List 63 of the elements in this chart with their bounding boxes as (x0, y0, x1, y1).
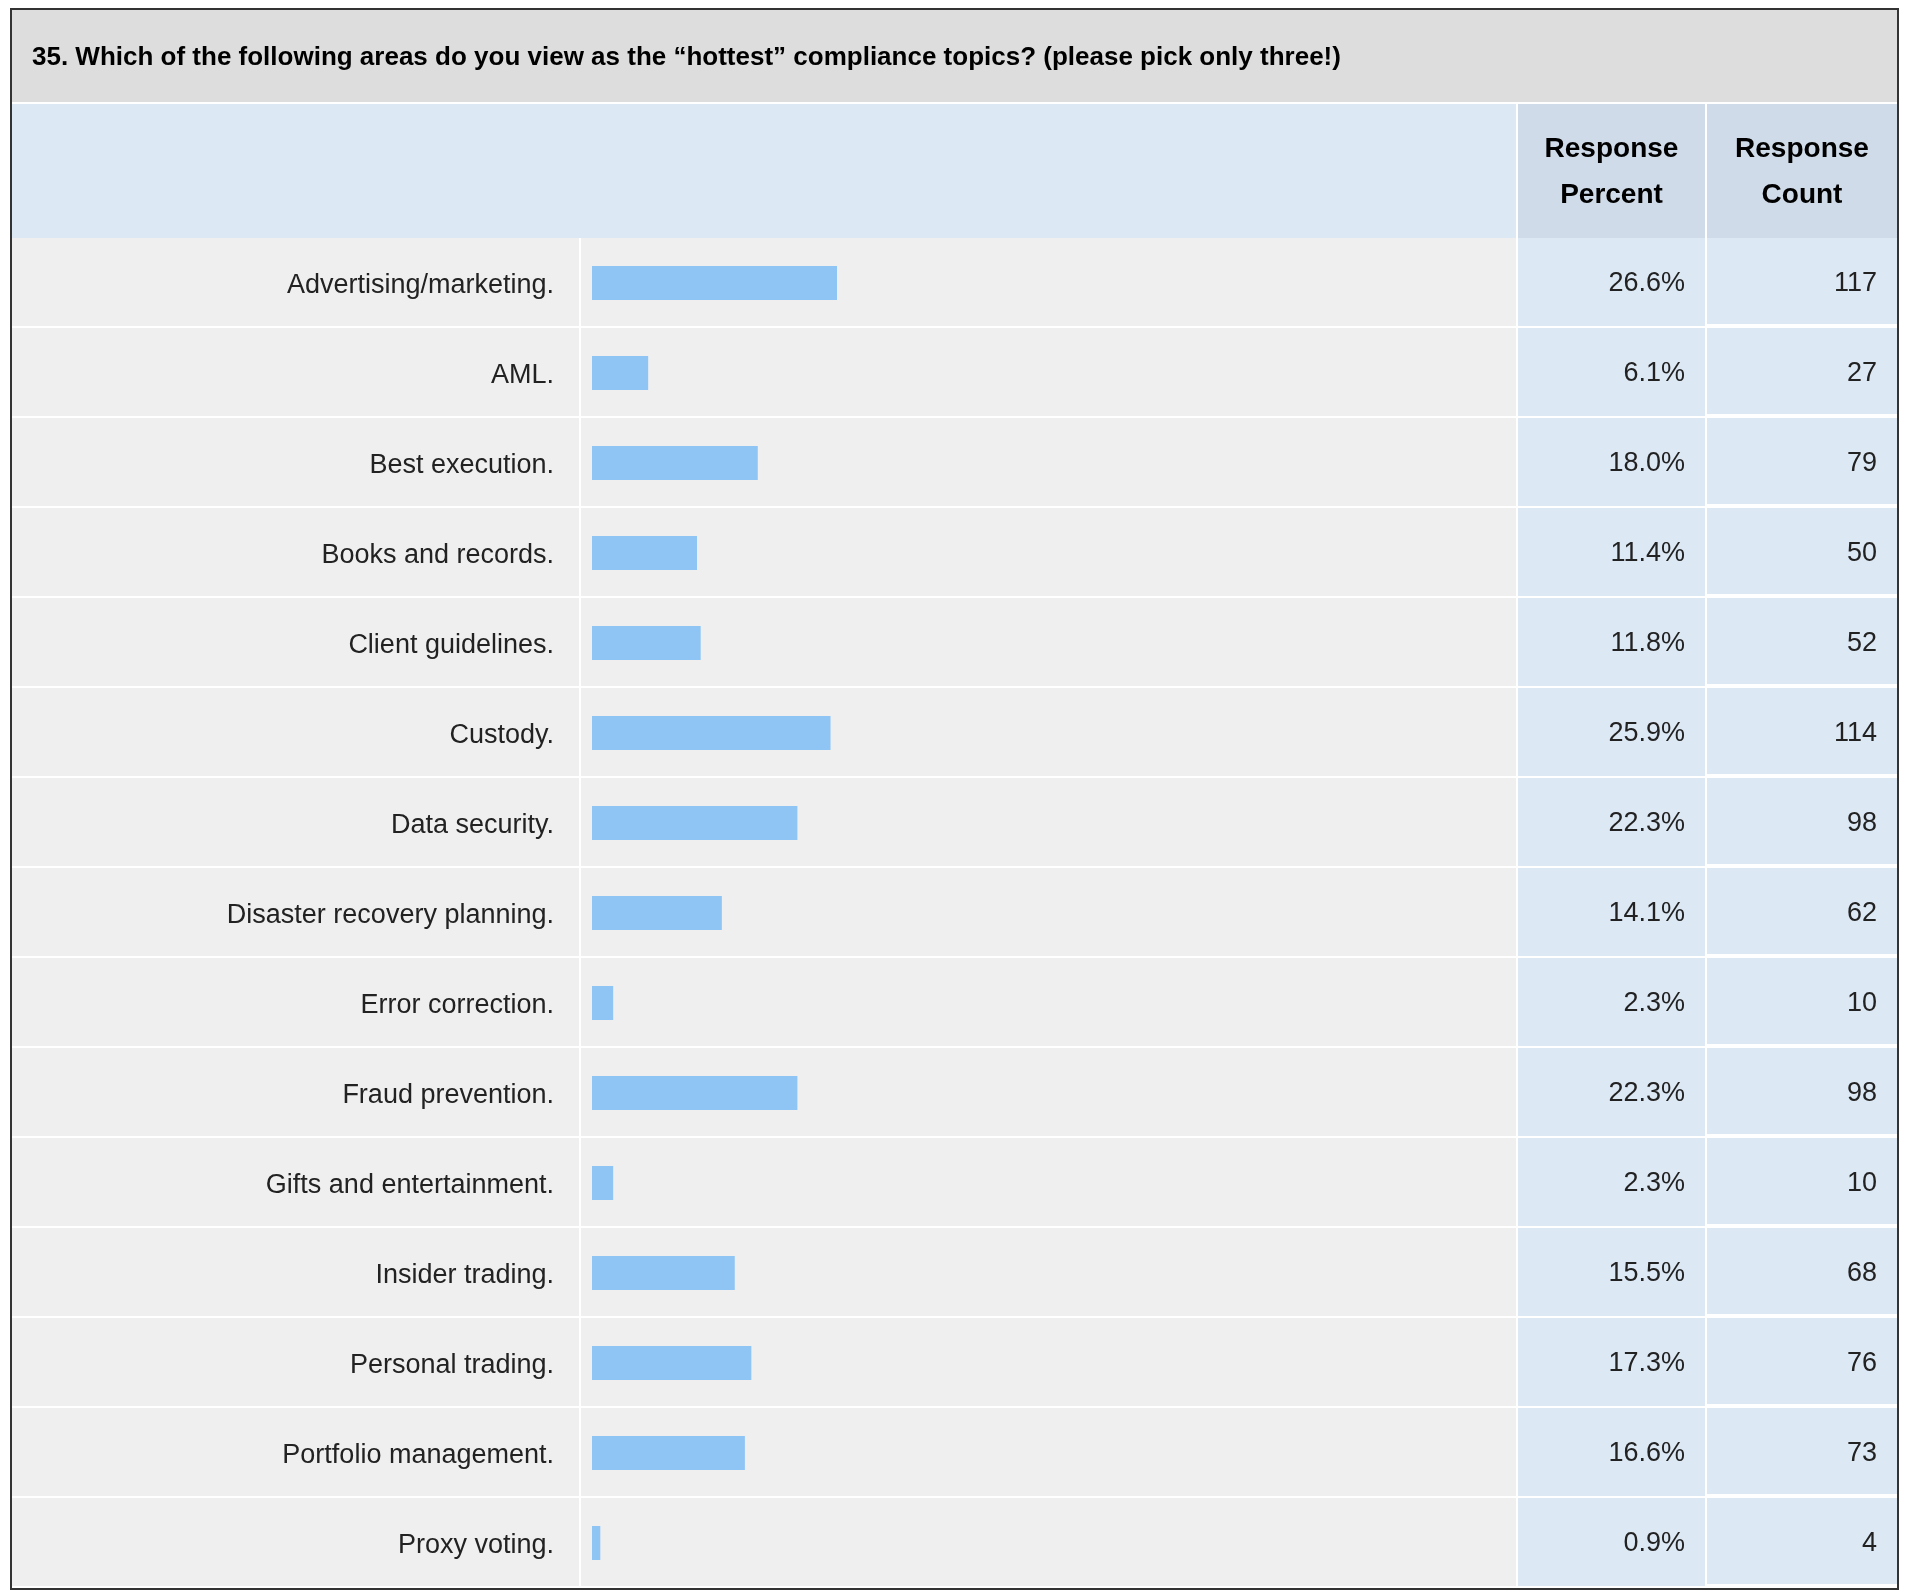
text: 10 (1846, 1165, 1877, 1199)
text: 50 (1846, 535, 1877, 569)
text: 73 (1846, 1435, 1877, 1469)
data-label: 0.9% (1516, 1498, 1705, 1588)
bar (592, 266, 837, 300)
y-tick-label: Insider trading. (375, 1258, 554, 1289)
bar (592, 986, 614, 1020)
y-tick-label: Data security. (390, 808, 554, 839)
data-label: 11.8% (1516, 598, 1705, 688)
bar (592, 1256, 735, 1290)
text: 98 (1846, 1075, 1877, 1109)
data-label: 15.5% (1516, 1228, 1705, 1318)
y-tick-label: AML. (490, 358, 554, 389)
data-label: 6.1% (1516, 328, 1705, 418)
text: 62 (1846, 895, 1877, 929)
y-tick-label: Proxy voting. (397, 1528, 554, 1559)
bar (592, 1436, 745, 1470)
data-label: 22.3% (1516, 1048, 1705, 1138)
y-tick-label: Disaster recovery planning. (226, 898, 554, 929)
y-tick-label: Advertising/marketing. (286, 268, 554, 299)
text: 27 (1846, 355, 1877, 389)
text: Response Count (1705, 104, 1897, 238)
text: 79 (1846, 445, 1877, 479)
data-label: 2.3% (1516, 1138, 1705, 1228)
data-label: 18.0% (1516, 418, 1705, 508)
bar (592, 536, 697, 570)
text: 117 (1833, 265, 1877, 299)
chart-title: 35. Which of the following areas do you view as the “hottest” compliance topics? (please pick only three!) (12, 10, 1897, 104)
data-label: 22.3% (1516, 778, 1705, 868)
bar (592, 806, 798, 840)
data-label: 17.3% (1516, 1318, 1705, 1408)
data-label: 2.3% (1516, 958, 1705, 1048)
text: 98 (1846, 805, 1877, 839)
bar (592, 716, 831, 750)
text: 76 (1846, 1345, 1877, 1379)
bar (592, 1166, 614, 1200)
y-tick-label: Personal trading. (349, 1348, 554, 1379)
y-tick-label: Gifts and entertainment. (265, 1168, 554, 1199)
data-label: 26.6% (1516, 238, 1705, 328)
bar (592, 1346, 752, 1380)
data-label: 16.6% (1516, 1408, 1705, 1498)
bar (592, 356, 649, 390)
data-label: 14.1% (1516, 868, 1705, 958)
bar (592, 1076, 798, 1110)
y-tick-label: Best execution. (369, 448, 554, 479)
bar (592, 446, 758, 480)
text: 68 (1846, 1255, 1877, 1289)
bar (592, 1526, 601, 1560)
text: 10 (1846, 985, 1877, 1019)
y-tick-label: Fraud prevention. (342, 1078, 554, 1109)
bar (592, 896, 722, 930)
bar (592, 626, 701, 660)
y-tick-label: Books and records. (321, 538, 554, 569)
text: 52 (1846, 625, 1877, 659)
text: 114 (1833, 715, 1877, 749)
data-label: 11.4% (1516, 508, 1705, 598)
y-tick-label: Error correction. (360, 988, 554, 1019)
text: 4 (1861, 1525, 1877, 1559)
y-tick-label: Portfolio management. (282, 1438, 554, 1469)
y-tick-label: Client guidelines. (348, 628, 554, 659)
y-tick-label: Custody. (449, 718, 554, 749)
data-label: 25.9% (1516, 688, 1705, 778)
text: Response Percent (1516, 104, 1705, 238)
